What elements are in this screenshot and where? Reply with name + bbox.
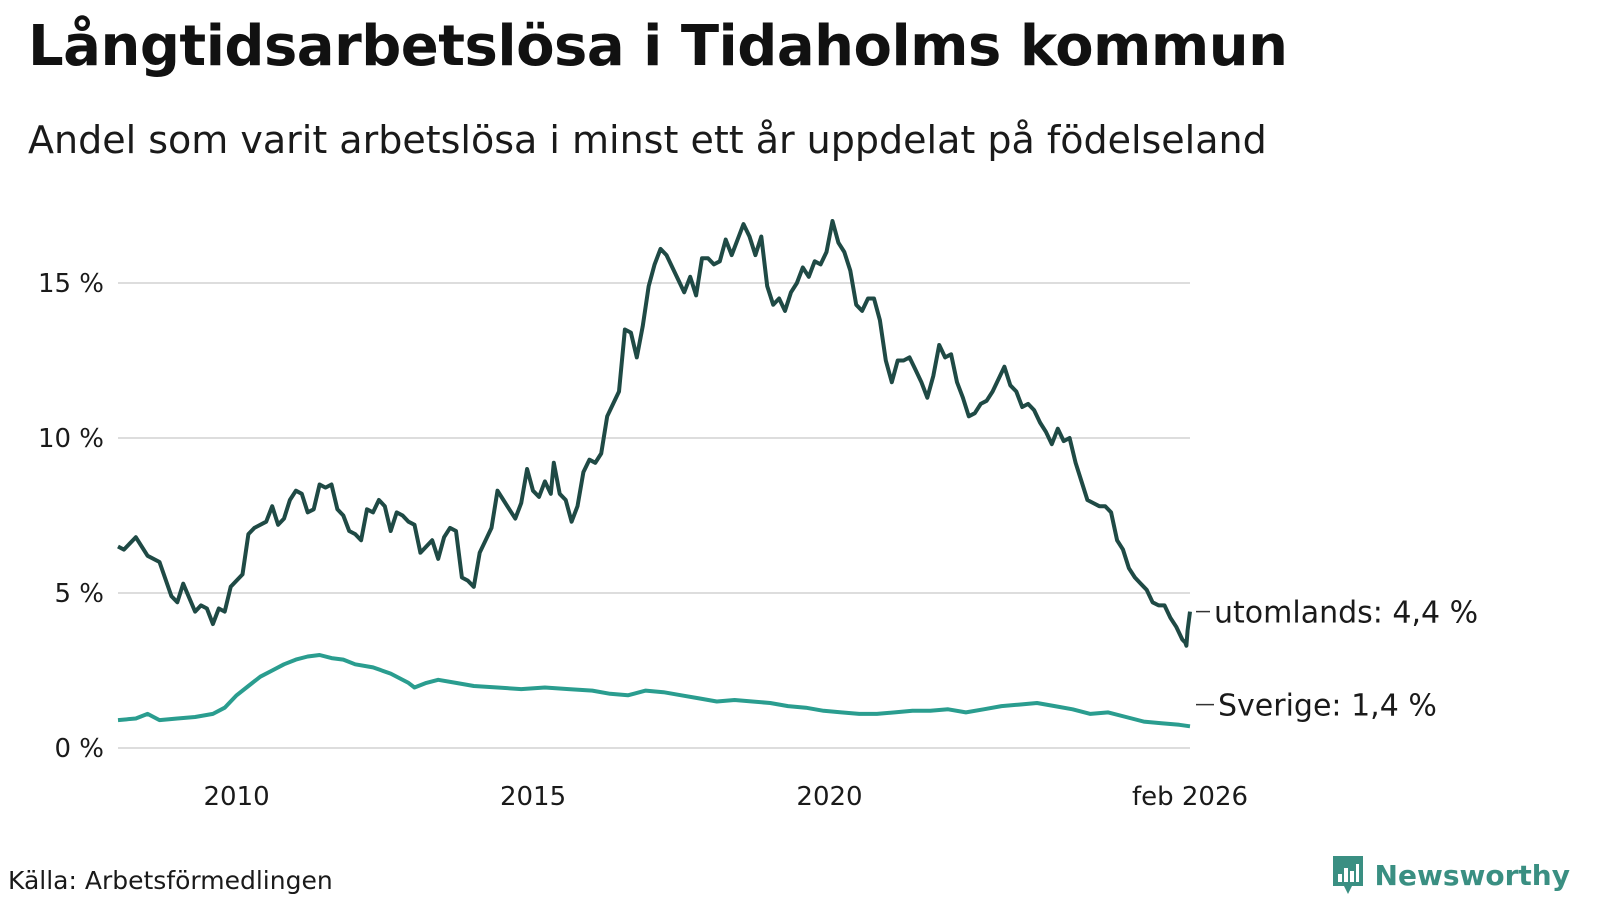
x-tick-label: 2020 [796, 782, 862, 812]
y-tick-label: 10 % [38, 424, 104, 454]
y-tick-label: 5 % [54, 579, 104, 609]
series-line-sverige [117, 653, 1191, 729]
end-label-sverige: Sverige: 1,4 % [1218, 689, 1437, 724]
end-label-utomlands: utomlands: 4,4 % [1214, 596, 1478, 631]
series-layer [117, 219, 1192, 729]
x-tick-label: 2010 [203, 782, 269, 812]
series-line-utomlands [117, 219, 1192, 648]
newsworthy-icon [1332, 856, 1363, 894]
chart-subtitle: Andel som varit arbetslösa i minst ett å… [28, 118, 1267, 162]
brand-name: Newsworthy [1374, 858, 1570, 892]
brand-logo: Newsworthy [1331, 854, 1570, 896]
grid-layer [118, 282, 1190, 749]
chart-title: Långtidsarbetslösa i Tidaholms kommun [28, 14, 1288, 79]
x-axis: 2010 2015 2020 feb 2026 [203, 782, 1248, 812]
y-tick-label: 0 % [54, 734, 104, 764]
x-tick-label: 2015 [500, 782, 566, 812]
end-labels: utomlands: 4,4 % Sverige: 1,4 % [1196, 596, 1478, 724]
y-axis: 0 % 5 % 10 % 15 % [38, 269, 104, 764]
y-tick-label: 15 % [38, 269, 104, 299]
source-note: Källa: Arbetsförmedlingen [8, 866, 333, 895]
x-tick-label: feb 2026 [1132, 782, 1248, 812]
